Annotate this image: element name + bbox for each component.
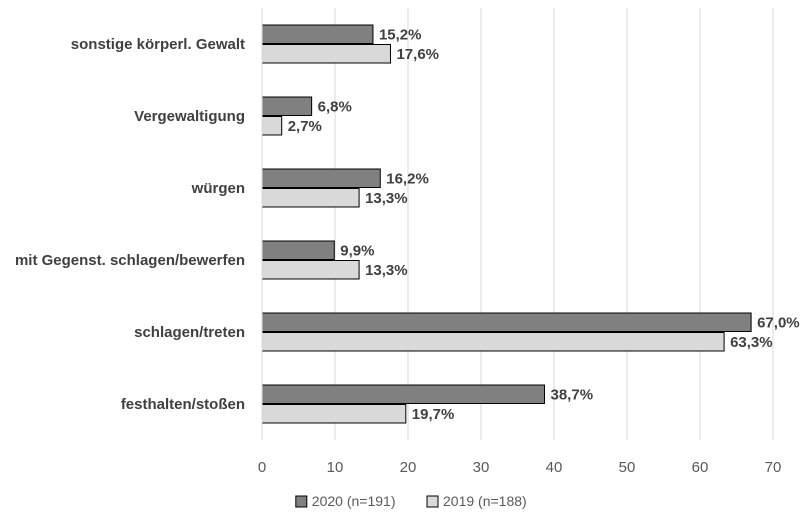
data-label: 15,2% [379,26,422,43]
x-tick-label: 60 [692,459,709,476]
data-label: 38,7% [551,386,594,403]
bar-series-2 [261,116,283,136]
bars [261,24,752,424]
bar-series-1 [261,96,313,116]
x-tick-label: 0 [258,459,266,476]
category-label: würgen [191,180,245,197]
x-tick-label: 30 [473,459,490,476]
bar-series-1 [261,168,381,188]
x-tick-labels: 0 10 20 30 40 50 60 70 [258,459,782,476]
x-tick-label: 70 [765,459,782,476]
bar-series-1 [261,24,374,44]
legend-swatch [426,495,439,508]
gridlines [334,8,774,440]
x-tick-label: 20 [400,459,417,476]
x-tick-label: 50 [619,459,636,476]
category-label: Vergewaltigung [134,108,245,125]
bar-series-1 [261,312,752,332]
data-label: 6,8% [318,98,352,115]
legend-swatch [295,495,308,508]
category-label: schlagen/treten [134,324,245,341]
legend-label: 2019 (n=188) [443,493,527,509]
data-label: 16,2% [386,170,429,187]
data-label: 17,6% [396,46,439,63]
x-tick-label: 10 [327,459,344,476]
bar-series-2 [261,260,360,280]
legend: 2020 (n=191) 2019 (n=188) [295,493,527,509]
data-label: 67,0% [757,314,800,331]
bar-series-1 [261,240,335,260]
category-label: sonstige körperl. Gewalt [71,36,245,53]
bar-series-2 [261,404,407,424]
data-label: 13,3% [365,190,408,207]
legend-label: 2020 (n=191) [312,493,396,509]
data-label: 9,9% [340,242,374,259]
bar-series-2 [261,188,360,208]
data-label: 2,7% [288,118,322,135]
bar-series-2 [261,44,391,64]
category-labels: sonstige körperl. Gewalt Vergewaltigung wü… [15,36,245,413]
x-tick-label: 40 [546,459,563,476]
data-label: 19,7% [412,406,455,423]
data-label: 13,3% [365,262,408,279]
category-label: festhalten/stoßen [121,396,245,413]
data-label: 63,3% [730,334,773,351]
bar-series-1 [261,384,546,404]
value-labels: 15,2% 17,6% 6,8% 2,7% 16,2% 13,3% 9,9% 13,3% 67,… [288,26,800,423]
bar-series-2 [261,332,725,352]
category-label: mit Gegenst. schlagen/bewerfen [15,252,245,269]
